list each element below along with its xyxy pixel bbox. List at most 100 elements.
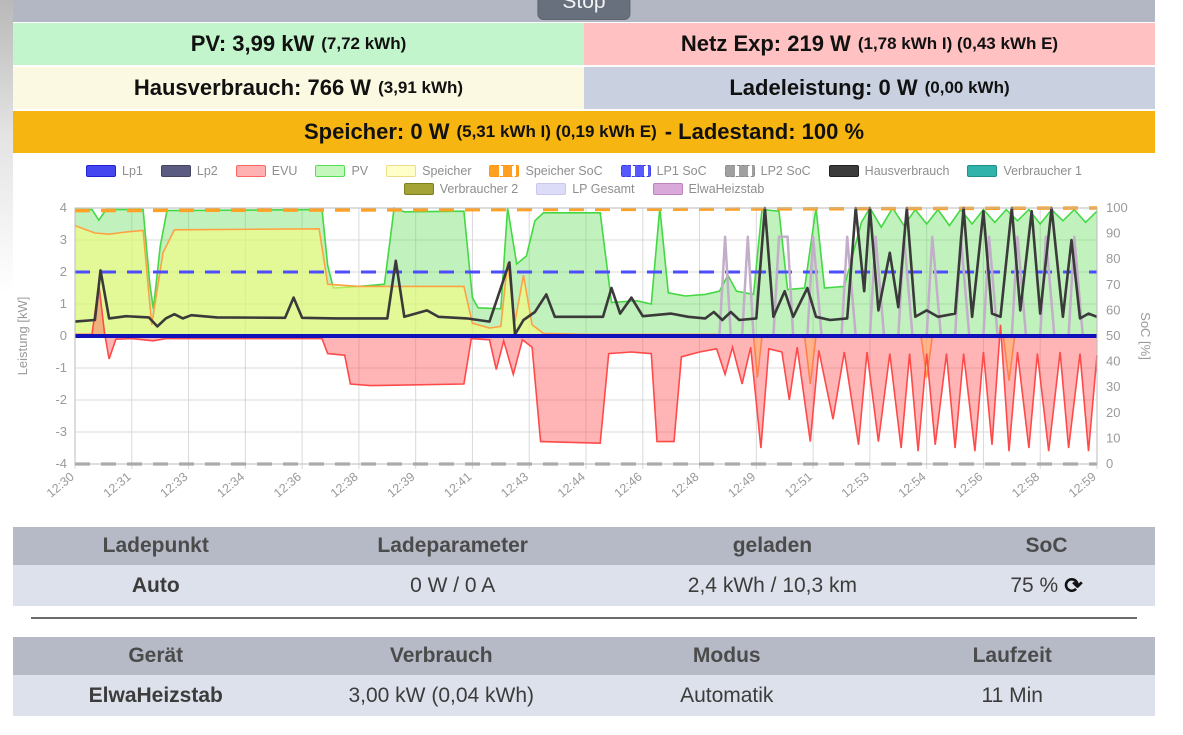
svg-text:40: 40 — [1106, 354, 1120, 369]
legend-label: Verbraucher 1 — [1003, 164, 1082, 178]
svg-text:12:30: 12:30 — [44, 470, 77, 501]
status-summary: PV: 3,99 kW (7,72 kWh) Netz Exp: 219 W (… — [13, 23, 1155, 153]
svg-text:12:43: 12:43 — [498, 470, 531, 501]
svg-text:12:54: 12:54 — [896, 470, 929, 501]
grid-energy: (1,78 kWh I) (0,43 kWh E) — [857, 34, 1059, 53]
device-table: Gerät Verbrauch Modus Laufzeit ElwaHeizs… — [13, 637, 1155, 716]
chargepoint-charged: 2,4 kWh / 10,3 km — [606, 565, 938, 606]
chargepoint-row: Auto 0 W / 0 A 2,4 kWh / 10,3 km 75 % ⟳ — [13, 565, 1155, 606]
power-chart: 4 3 2 1 0 -1 -2 -3 -4 100 90 80 70 60 50 40 30 20 10 0 12:30… — [13, 200, 1155, 517]
svg-text:12:58: 12:58 — [1009, 470, 1042, 501]
svg-text:30: 30 — [1106, 379, 1120, 394]
svg-text:0: 0 — [60, 328, 67, 343]
legend-item-verbraucher-1[interactable]: Verbraucher 1 — [967, 164, 1082, 178]
pv-status-bar: PV: 3,99 kW (7,72 kWh) — [13, 23, 584, 65]
legend-item-speicher-soc[interactable]: Speicher SoC — [489, 164, 603, 178]
col-ladeparameter: Ladeparameter — [298, 527, 607, 565]
legend-swatch-icon — [967, 165, 998, 177]
top-bar: Stop — [13, 0, 1155, 22]
svg-text:12:51: 12:51 — [782, 470, 815, 501]
col-verbrauch: Verbrauch — [298, 637, 584, 675]
svg-text:12:44: 12:44 — [555, 470, 588, 501]
legend-label: Speicher — [422, 164, 472, 178]
chargepoint-soc: 75 % ⟳ — [938, 565, 1155, 606]
legend-item-pv[interactable]: PV — [315, 164, 368, 178]
legend-swatch-icon — [489, 165, 520, 177]
soc-refresh-icon[interactable]: ⟳ — [1064, 572, 1083, 598]
legend-item-speicher[interactable]: Speicher — [386, 164, 471, 178]
chargepoint-name[interactable]: Auto — [13, 565, 299, 606]
col-modus: Modus — [584, 637, 870, 675]
charge-status-bar: Ladeleistung: 0 W (0,00 kWh) — [584, 67, 1155, 109]
svg-text:12:53: 12:53 — [839, 470, 872, 501]
svg-text:4: 4 — [60, 200, 67, 215]
col-geraet: Gerät — [13, 637, 299, 675]
svg-text:12:38: 12:38 — [328, 470, 361, 501]
svg-text:70: 70 — [1106, 277, 1120, 292]
legend-label: ElwaHeizstab — [688, 182, 765, 196]
battery-soc: - Ladestand: 100 % — [664, 119, 865, 144]
svg-text:SoC [%]: SoC [%] — [1138, 312, 1153, 360]
svg-text:12:56: 12:56 — [952, 470, 985, 501]
svg-text:12:48: 12:48 — [669, 470, 702, 501]
col-ladepunkt: Ladepunkt — [13, 527, 299, 565]
legend-label: LP1 SoC — [656, 164, 707, 178]
svg-text:90: 90 — [1106, 226, 1120, 241]
charge-value: Ladeleistung: 0 W — [729, 75, 918, 100]
svg-text:100: 100 — [1106, 200, 1128, 215]
legend-swatch-icon — [828, 165, 859, 177]
house-energy: (3,91 kWh) — [378, 78, 464, 97]
legend-item-lp1[interactable]: Lp1 — [86, 164, 143, 178]
chargepoint-params: 0 W / 0 A — [298, 565, 607, 606]
legend-swatch-icon — [86, 165, 117, 177]
house-status-bar: Hausverbrauch: 766 W (3,91 kWh) — [13, 67, 584, 109]
svg-text:12:59: 12:59 — [1066, 470, 1099, 501]
legend-label: Lp1 — [122, 164, 143, 178]
legend-swatch-icon — [724, 165, 755, 177]
svg-text:12:49: 12:49 — [725, 470, 758, 501]
legend-item-evu[interactable]: EVU — [235, 164, 297, 178]
legend-item-lp-gesamt[interactable]: LP Gesamt — [536, 182, 635, 196]
device-mode: Automatik — [584, 675, 870, 716]
device-runtime: 11 Min — [869, 675, 1155, 716]
svg-text:20: 20 — [1106, 405, 1120, 420]
legend-item-elwaheizstab[interactable]: ElwaHeizstab — [652, 182, 765, 196]
svg-text:2: 2 — [60, 264, 67, 279]
grid-status-bar: Netz Exp: 219 W (1,78 kWh I) (0,43 kWh E… — [584, 23, 1155, 65]
svg-text:12:41: 12:41 — [441, 470, 474, 501]
legend-label: LP Gesamt — [572, 182, 635, 196]
svg-text:60: 60 — [1106, 302, 1120, 317]
legend-label: PV — [351, 164, 369, 178]
svg-text:12:46: 12:46 — [612, 470, 645, 501]
legend-label: Lp2 — [196, 164, 218, 178]
chargepoint-table: Ladepunkt Ladeparameter geladen SoC Auto… — [13, 527, 1155, 606]
pv-value: PV: 3,99 kW — [190, 31, 315, 56]
legend-item-lp2-soc[interactable]: LP2 SoC — [724, 164, 811, 178]
battery-energy: (5,31 kWh I) (0,19 kWh E) — [456, 122, 657, 141]
device-name[interactable]: ElwaHeizstab — [13, 675, 299, 716]
svg-text:12:36: 12:36 — [271, 470, 304, 501]
svg-text:3: 3 — [60, 232, 67, 247]
legend-swatch-icon — [536, 183, 567, 195]
stop-button[interactable]: Stop — [537, 0, 631, 20]
legend-swatch-icon — [403, 183, 434, 195]
chargepoint-table-header: Ladepunkt Ladeparameter geladen SoC — [13, 527, 1155, 565]
svg-text:12:31: 12:31 — [101, 470, 134, 501]
legend-item-lp2[interactable]: Lp2 — [160, 164, 218, 178]
legend-item-hausverbrauch[interactable]: Hausverbrauch — [828, 164, 950, 178]
svg-text:-4: -4 — [55, 456, 67, 471]
legend-swatch-icon — [386, 165, 417, 177]
legend-item-lp1-soc[interactable]: LP1 SoC — [620, 164, 707, 178]
legend-swatch-icon — [620, 165, 651, 177]
svg-text:-1: -1 — [55, 360, 67, 375]
legend-swatch-icon — [315, 165, 346, 177]
legend-item-verbraucher-2[interactable]: Verbraucher 2 — [403, 182, 518, 196]
legend-label: Hausverbrauch — [864, 164, 950, 178]
svg-text:12:33: 12:33 — [158, 470, 191, 501]
main-content: Stop PV: 3,99 kW (7,72 kWh) Netz Exp: 21… — [13, 0, 1155, 716]
svg-text:80: 80 — [1106, 251, 1120, 266]
legend-label: Speicher SoC — [525, 164, 603, 178]
pv-energy: (7,72 kWh) — [321, 34, 407, 53]
svg-text:12:39: 12:39 — [385, 470, 418, 501]
